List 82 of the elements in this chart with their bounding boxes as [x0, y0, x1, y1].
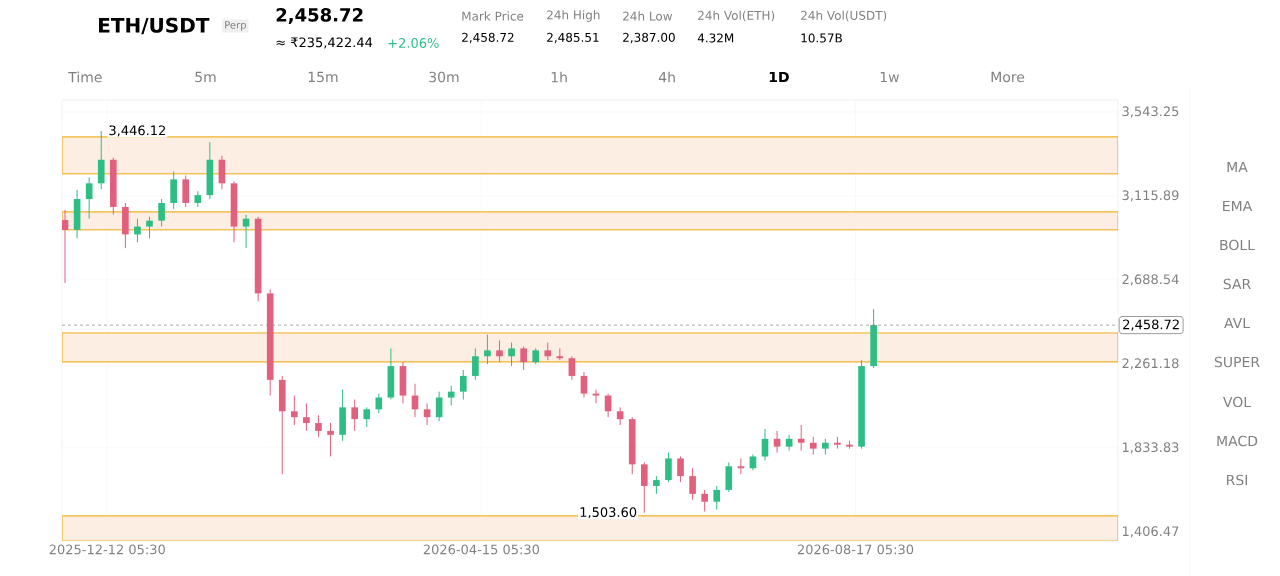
candlestick — [640, 461, 648, 514]
text: 2,458.72 — [462, 32, 514, 44]
ref-line-label: 2,458.72 — [1123, 319, 1179, 331]
annotation: 3,446.12 — [109, 125, 166, 137]
text: 5m — [195, 71, 216, 83]
text: RSI — [1227, 474, 1248, 486]
text: Time — [68, 71, 102, 83]
candlestick — [459, 369, 467, 400]
candlestick — [146, 216, 153, 239]
text: BOLL — [1220, 239, 1255, 251]
candlestick — [797, 424, 805, 451]
text: Mark Price — [462, 11, 524, 21]
y-tick-label: 2,688.54 — [1122, 274, 1179, 286]
text: 2,485.51 — [547, 32, 599, 44]
text: SUPER — [1214, 356, 1260, 368]
y-tick-label: 3,543.25 — [1122, 106, 1179, 118]
text: 24h Low — [623, 11, 673, 21]
candlestick — [701, 489, 708, 512]
text: 24h Vol(USDT) — [801, 10, 887, 22]
text: 24h Vol(ETH) — [698, 10, 775, 22]
x-tick-label: 2026-08-17 05:30 — [797, 544, 914, 555]
text: Perp — [225, 21, 246, 31]
candlestick — [677, 455, 684, 483]
candlestick — [327, 422, 334, 457]
text: +2.06% — [388, 37, 439, 48]
y-tick-label: 2,261.18 — [1122, 358, 1179, 370]
candlestick — [785, 434, 793, 451]
text: 1h — [551, 71, 567, 83]
text: ≈ ₹235,422.44 — [276, 37, 373, 49]
text: 2,387.00 — [623, 32, 675, 44]
candlestick — [447, 385, 455, 406]
candlestick — [363, 406, 371, 428]
candlestick — [520, 345, 527, 371]
candlestick — [568, 355, 576, 381]
text: VOL — [1223, 396, 1252, 408]
chart-title: ETH/USDT — [99, 17, 210, 35]
text: MACD — [1217, 435, 1258, 447]
x-tick-label: 2026-04-15 05:30 — [423, 544, 540, 555]
candlestick — [592, 389, 600, 404]
text: 10.57B — [801, 33, 842, 43]
candlestick — [375, 393, 383, 414]
candlestick — [303, 402, 310, 432]
candlestick — [351, 398, 358, 432]
candlestick — [725, 461, 733, 493]
text: 15m — [308, 71, 338, 83]
x-tick-label: 2025-12-12 05:30 — [49, 544, 165, 555]
y-tick-label: 3,115.89 — [1122, 190, 1179, 202]
annotation: 1,503.60 — [580, 507, 637, 519]
y-tick-label: 1,833.83 — [1122, 442, 1179, 454]
text: SAR — [1223, 278, 1251, 290]
candlestick — [496, 339, 503, 363]
candlestick — [158, 198, 165, 227]
candlestick — [182, 174, 190, 208]
text: 24h High — [547, 10, 600, 22]
candlestick — [484, 334, 491, 365]
candlestick — [85, 176, 93, 220]
text: 1w — [880, 71, 899, 82]
candlestick — [689, 467, 696, 501]
candlestick — [665, 451, 672, 483]
candlestick — [291, 394, 298, 426]
candlestick — [134, 218, 141, 243]
candlestick — [773, 430, 781, 453]
candlestick — [242, 214, 250, 249]
text: 2,458.72 — [276, 7, 363, 24]
text: 4.32M — [697, 33, 734, 43]
candlestick — [423, 402, 431, 426]
candlestick — [580, 371, 588, 398]
candlestick — [737, 457, 745, 475]
text: More — [991, 71, 1025, 83]
text: 30m — [429, 71, 459, 83]
candlestick — [713, 485, 721, 510]
y-tick-label: 1,406.47 — [1122, 526, 1179, 538]
candlestick — [170, 170, 177, 210]
text: EMA — [1223, 200, 1253, 211]
text: MA — [1227, 161, 1248, 172]
candlestick — [97, 130, 105, 190]
text: AVL — [1224, 317, 1250, 328]
text: 4h — [658, 71, 675, 83]
candlestick — [472, 347, 479, 381]
candlestick — [315, 414, 322, 438]
candlestick — [508, 341, 515, 367]
text: 1D — [769, 71, 789, 82]
